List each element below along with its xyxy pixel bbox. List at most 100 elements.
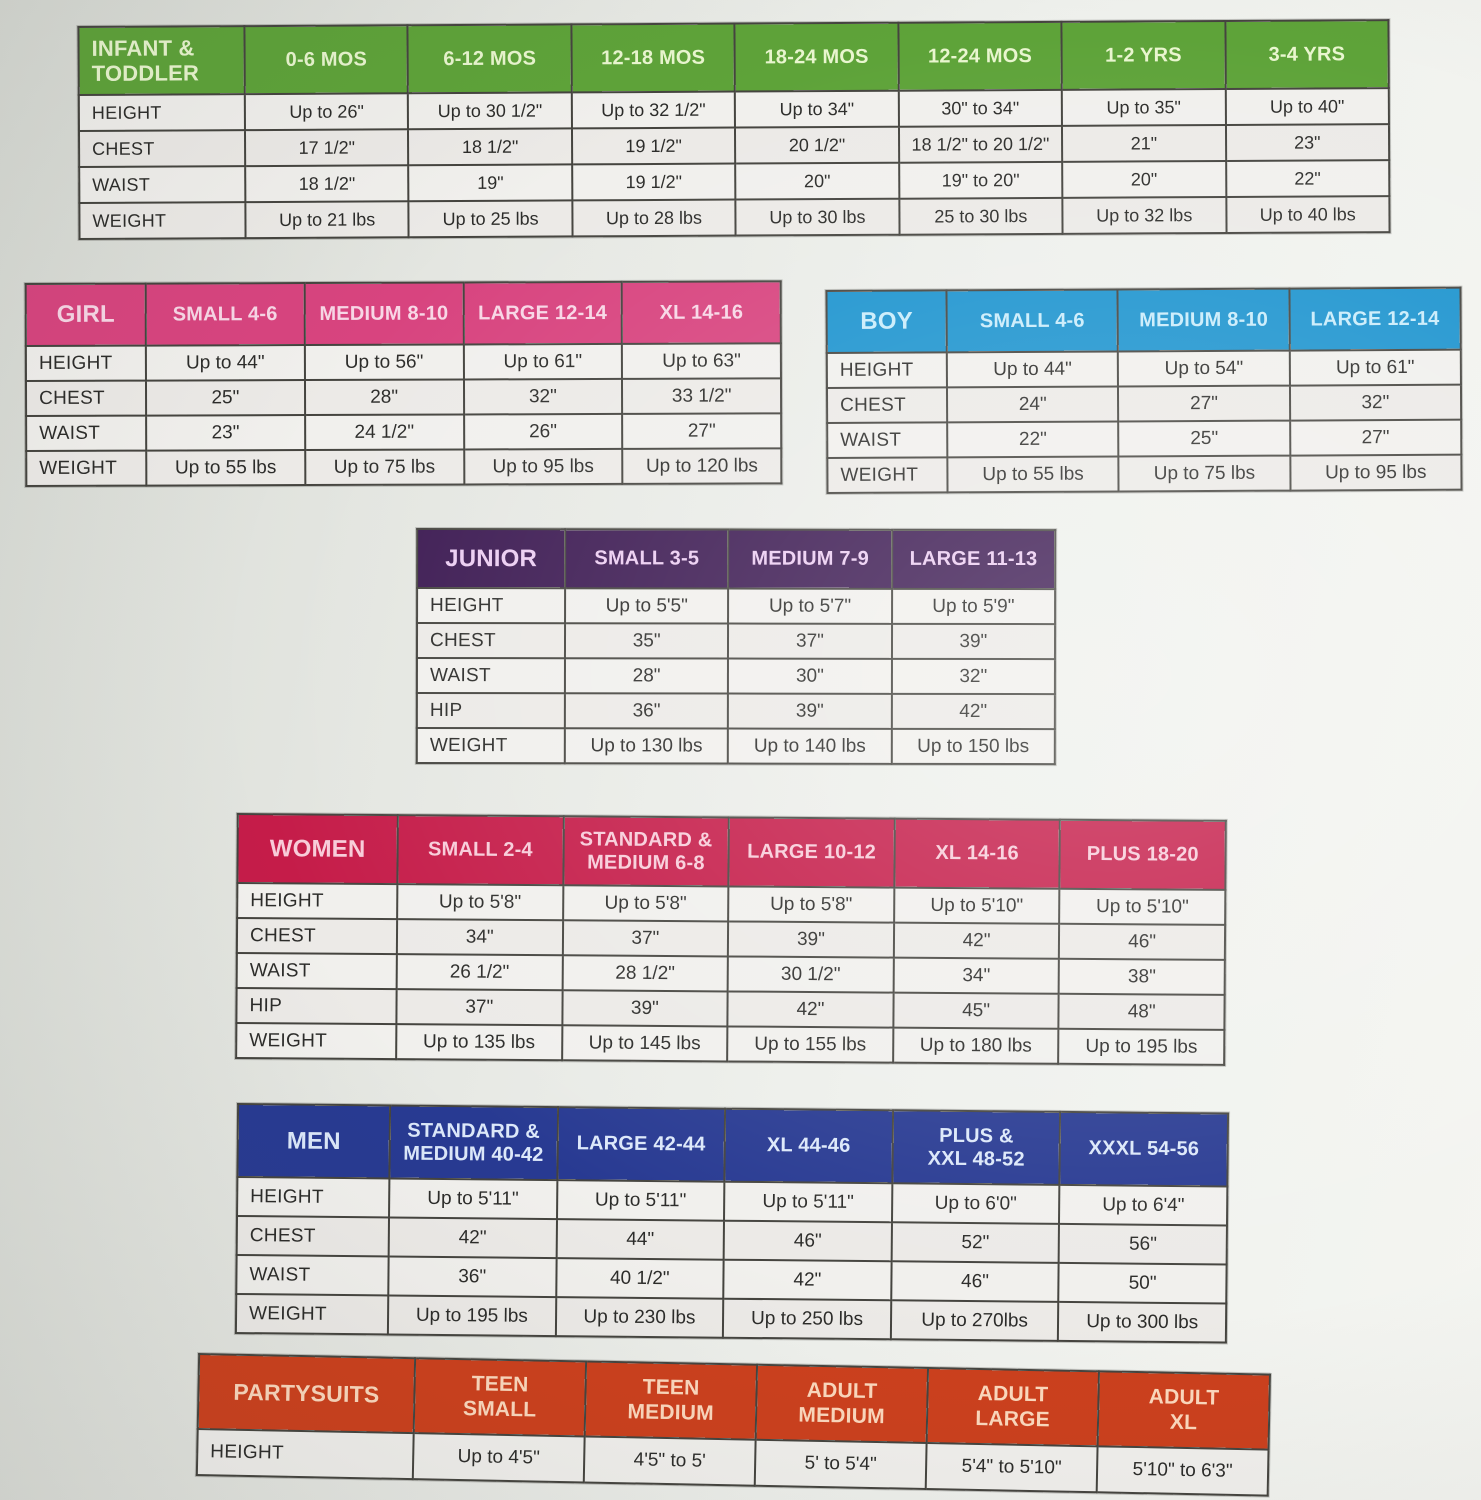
row-label: HEIGHT	[237, 1177, 390, 1218]
row-label: HEIGHT	[78, 94, 245, 131]
row-label: CHEST	[78, 130, 246, 167]
table-row: HEIGHT Up to 5'5" Up to 5'7" Up to 5'9"	[417, 588, 1056, 625]
cell-value: Up to 32 lbs	[1062, 196, 1227, 234]
cell-value: Up to 5'10"	[893, 887, 1060, 924]
cell-value: 34"	[893, 957, 1060, 994]
table-title: BOY	[826, 290, 947, 353]
cell-value: 44"	[556, 1219, 725, 1260]
cell-value: Up to 140 lbs	[728, 728, 892, 764]
column-header: STANDARD & MEDIUM 40-42	[389, 1105, 558, 1181]
cell-value: 39"	[891, 623, 1056, 660]
row-label: CHEST	[826, 387, 948, 423]
cell-value: 18 1/2"	[245, 165, 409, 203]
cell-value: 37"	[562, 920, 729, 957]
cell-value: 20"	[735, 162, 900, 200]
row-label: WAIST	[26, 415, 147, 451]
cell-value: 32"	[1289, 384, 1462, 421]
table-row: WEIGHT Up to 130 lbs Up to 140 lbs Up to 15…	[416, 728, 1055, 765]
cell-value: Up to 145 lbs	[561, 1025, 728, 1062]
cell-value: Up to 75 lbs	[304, 449, 464, 486]
column-header: PLUS 18-20	[1059, 819, 1226, 890]
cell-value: Up to 55 lbs	[947, 456, 1119, 493]
column-header: TEEN MEDIUM	[584, 1361, 758, 1440]
size-table-men: MEN STANDARD & MEDIUM 40-42 LARGE 42-44 XL …	[235, 1103, 1229, 1344]
cell-value: 50"	[1058, 1262, 1227, 1304]
row-label: WEIGHT	[235, 1294, 389, 1335]
size-table-girl: GIRL SMALL 4-6 MEDIUM 8-10 LARGE 12-14 XL 14…	[25, 280, 783, 487]
cell-value: 37"	[728, 623, 892, 659]
column-header: 12-24 MOS	[898, 21, 1062, 91]
cell-value: 19 1/2"	[571, 127, 736, 165]
cell-value: Up to 26"	[244, 93, 409, 131]
table-title: GIRL	[25, 283, 146, 346]
row-label: WAIST	[79, 166, 246, 203]
row-label: WEIGHT	[827, 457, 948, 493]
cell-value: 25"	[1118, 420, 1290, 457]
column-header: XL 14-16	[621, 281, 781, 344]
cell-value: Up to 54"	[1118, 350, 1290, 387]
size-table-boy: BOY SMALL 4-6 MEDIUM 8-10 LARGE 12-14 HEIGHT…	[825, 287, 1462, 494]
row-label: CHEST	[25, 380, 147, 416]
column-header: MEDIUM 8-10	[304, 282, 464, 346]
cell-value: 35"	[564, 623, 729, 659]
cell-value: Up to 150 lbs	[891, 728, 1055, 765]
table-row: WAIST 23" 24 1/2" 26" 27"	[26, 413, 782, 451]
table-title: WOMEN	[237, 814, 398, 885]
size-table-women: WOMEN SMALL 2-4 STANDARD & MEDIUM 6-8 LARGE…	[235, 813, 1227, 1066]
cell-value: 5'4" to 5'10"	[925, 1443, 1098, 1493]
row-label: CHEST	[416, 623, 566, 659]
table-title: INFANT & TODDLER	[78, 26, 245, 95]
cell-value: Up to 195 lbs	[387, 1295, 556, 1337]
boy-table: BOY SMALL 4-6 MEDIUM 8-10 LARGE 12-14 HEIGHT…	[825, 287, 1462, 494]
cell-value: Up to 34"	[735, 90, 899, 128]
cell-value: Up to 195 lbs	[1058, 1028, 1225, 1065]
cell-value: 23"	[146, 415, 305, 451]
row-label: HIP	[236, 988, 397, 1025]
cell-value: 26 1/2"	[396, 954, 563, 991]
table-row: WEIGHT Up to 135 lbs Up to 145 lbs Up to 15…	[236, 1023, 1225, 1065]
cell-value: 26"	[463, 413, 623, 450]
column-header: ADULT XL	[1097, 1371, 1270, 1450]
cell-value: Up to 75 lbs	[1118, 455, 1291, 492]
cell-value: 56"	[1058, 1223, 1227, 1265]
cell-value: 42"	[723, 1259, 892, 1301]
column-header: ADULT LARGE	[926, 1368, 1099, 1447]
cell-value: Up to 21 lbs	[245, 201, 409, 239]
cell-value: 40 1/2"	[555, 1258, 724, 1299]
cell-value: Up to 6'4"	[1059, 1184, 1228, 1226]
header-row: GIRL SMALL 4-6 MEDIUM 8-10 LARGE 12-14 XL 14…	[25, 281, 781, 346]
table-title: JUNIOR	[417, 529, 566, 589]
cell-value: 17 1/2"	[244, 129, 409, 167]
cell-value: 46"	[723, 1220, 892, 1262]
cell-value: 46"	[891, 1261, 1059, 1302]
cell-value: Up to 95 lbs	[1289, 454, 1462, 491]
cell-value: Up to 40 lbs	[1225, 196, 1390, 233]
cell-value: Up to 5'11"	[389, 1178, 557, 1220]
column-header: SMALL 2-4	[397, 815, 564, 886]
column-header: 6-12 MOS	[407, 24, 572, 94]
table-row: CHEST 24" 27" 32"	[826, 384, 1462, 423]
column-header: STANDARD & MEDIUM 6-8	[562, 816, 730, 887]
row-label: CHEST	[236, 918, 398, 955]
row-label: HEIGHT	[237, 883, 398, 920]
cell-value: 42"	[893, 922, 1060, 959]
cell-value: Up to 6'0"	[891, 1183, 1060, 1224]
column-header: SMALL 4-6	[946, 289, 1119, 353]
column-header: LARGE 12-14	[463, 281, 623, 345]
cell-value: 24"	[946, 386, 1119, 423]
column-header: SMALL 4-6	[145, 283, 305, 346]
table-row: WEIGHT Up to 21 lbs Up to 25 lbs Up to 28 l…	[79, 196, 1390, 239]
cell-value: 27"	[1289, 419, 1462, 456]
header-row: INFANT & TODDLER 0-6 MOS 6-12 MOS 12-18 MOS…	[78, 20, 1389, 95]
table-row: WEIGHT Up to 55 lbs Up to 75 lbs Up to 95 l…	[26, 448, 782, 486]
size-table-junior: JUNIOR SMALL 3-5 MEDIUM 7-9 LARGE 11-13 HEIG…	[416, 528, 1056, 765]
table-row: WAIST 28" 30" 32"	[416, 658, 1055, 695]
cell-value: 28 1/2"	[562, 955, 729, 992]
cell-value: Up to 55 lbs	[146, 450, 306, 486]
cell-value: Up to 135 lbs	[396, 1024, 562, 1061]
cell-value: 21"	[1062, 124, 1226, 162]
cell-value: 5'10" to 6'3"	[1096, 1446, 1269, 1496]
cell-value: 39"	[728, 693, 892, 729]
cell-value: 22"	[947, 421, 1119, 458]
